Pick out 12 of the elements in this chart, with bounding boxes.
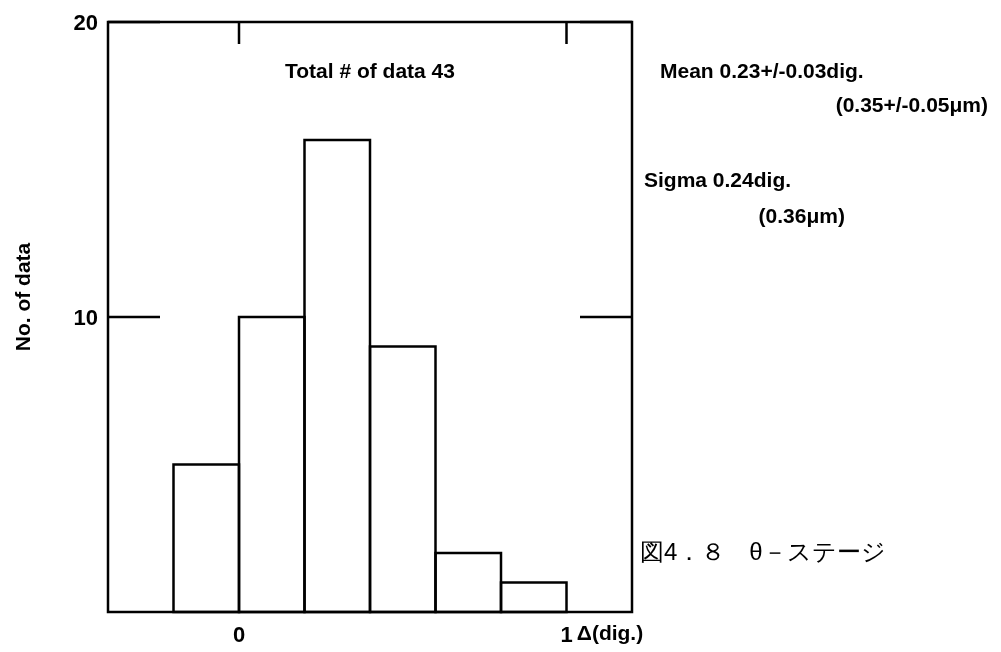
text: Mean 0.23+/-0.03dig. [660, 59, 864, 82]
y-axis-title: No. of data [11, 242, 34, 352]
text: Sigma 0.24dig. [644, 168, 792, 191]
y-tick-label: 10 [73, 305, 98, 330]
annotation: Total # of data 43 [285, 59, 455, 82]
text: (0.36μm) [758, 204, 845, 227]
caption: 図4．８ θ－ステージ [640, 538, 886, 565]
x-tick-label: 0 [232, 622, 246, 647]
y-tick-label: 20 [73, 10, 98, 35]
x-tick-label: 1 [560, 622, 573, 647]
x-axis-title: Δ(dig.) [576, 621, 644, 644]
text: (0.35+/-0.05μm) [835, 93, 988, 116]
